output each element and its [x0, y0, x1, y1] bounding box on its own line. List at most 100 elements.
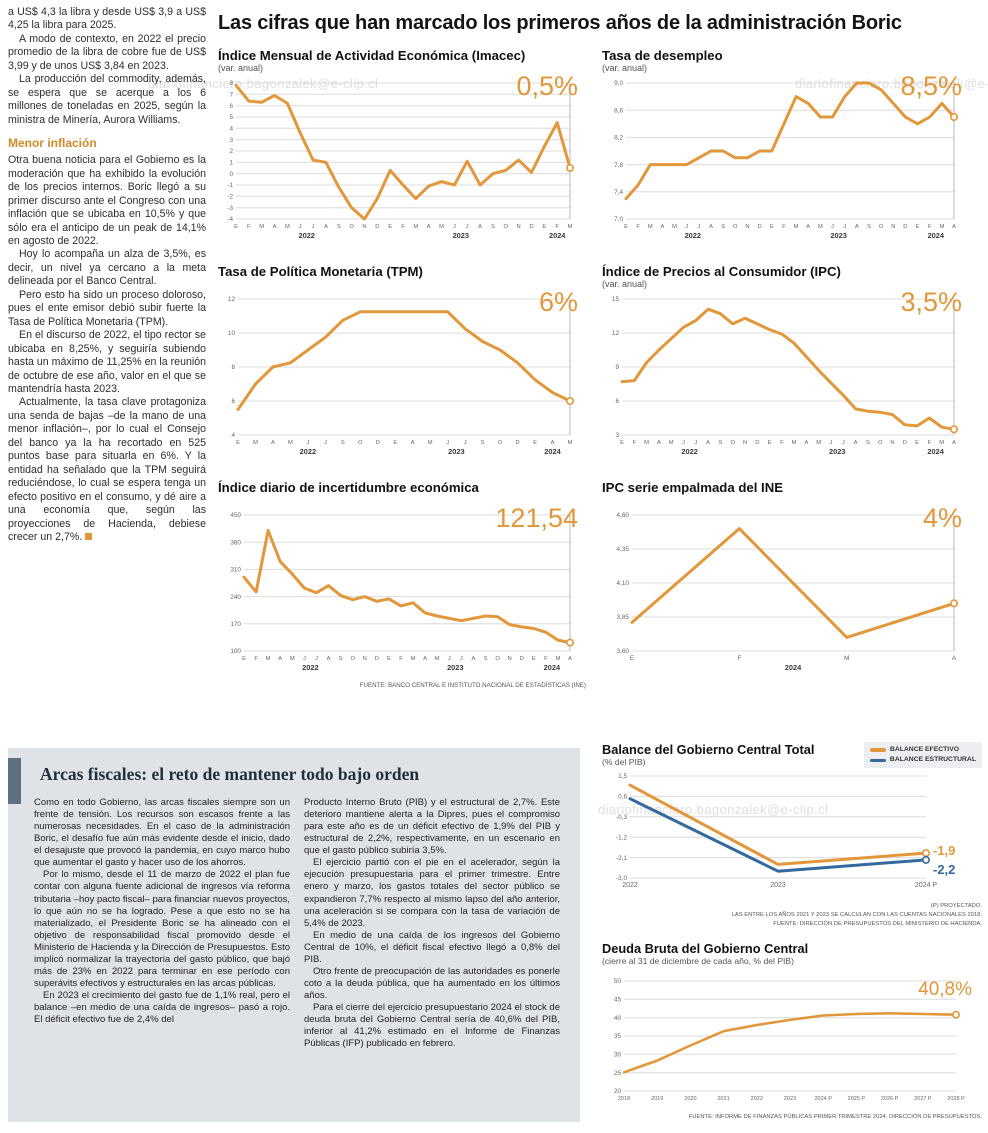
svg-text:20: 20: [614, 1088, 622, 1095]
svg-text:2022: 2022: [685, 231, 701, 240]
svg-text:M: M: [568, 224, 573, 230]
svg-text:F: F: [780, 440, 784, 446]
svg-text:M: M: [816, 440, 821, 446]
svg-text:N: N: [508, 656, 512, 662]
svg-text:F: F: [737, 655, 741, 662]
svg-text:J: J: [697, 224, 700, 230]
svg-text:4: 4: [229, 126, 233, 133]
svg-text:450: 450: [230, 512, 241, 519]
svg-text:M: M: [439, 224, 444, 230]
chart-balance: Balance del Gobierno Central Total (% de…: [602, 742, 982, 929]
svg-text:35: 35: [614, 1033, 622, 1040]
svg-text:F: F: [544, 656, 548, 662]
svg-text:2018: 2018: [618, 1096, 630, 1102]
svg-text:5: 5: [229, 114, 233, 121]
article-paragraph: A modo de contexto, en 2022 el precio pr…: [8, 32, 206, 72]
chart-title: Deuda Bruta del Gobierno Central: [602, 940, 809, 956]
legend-swatch-estructural: [869, 758, 886, 763]
svg-text:2022: 2022: [300, 447, 316, 456]
svg-text:J: J: [312, 224, 315, 230]
svg-text:J: J: [466, 224, 469, 230]
svg-text:A: A: [273, 224, 277, 230]
svg-text:0: 0: [229, 171, 233, 178]
svg-text:10: 10: [228, 330, 236, 337]
svg-text:2024: 2024: [544, 447, 561, 456]
svg-text:E: E: [624, 224, 628, 230]
svg-text:2022: 2022: [298, 231, 314, 240]
svg-text:D: D: [376, 440, 380, 446]
svg-text:2024: 2024: [549, 231, 566, 240]
svg-text:A: A: [278, 656, 282, 662]
chart-grid: Índice Mensual de Actividad Económica (I…: [218, 48, 980, 701]
chart-subtitle: (var. anual): [602, 279, 648, 289]
svg-text:A: A: [423, 656, 427, 662]
svg-text:O: O: [878, 440, 883, 446]
svg-text:O: O: [730, 440, 735, 446]
svg-text:170: 170: [230, 621, 241, 628]
svg-text:7,0: 7,0: [614, 216, 623, 223]
svg-text:A: A: [952, 440, 956, 446]
chart-notes: (P) PROYECTADO. LAS ENTRE LOS AÑOS 2021 …: [602, 902, 982, 929]
svg-text:2024: 2024: [928, 231, 945, 240]
svg-text:380: 380: [230, 539, 241, 546]
svg-text:D: D: [375, 224, 379, 230]
svg-text:E: E: [770, 224, 774, 230]
svg-text:8,2: 8,2: [614, 135, 623, 142]
chart-imacec: Índice Mensual de Actividad Económica (I…: [218, 48, 596, 252]
svg-text:-2,1: -2,1: [616, 855, 627, 862]
svg-text:S: S: [721, 224, 725, 230]
svg-text:M: M: [555, 656, 560, 662]
svg-text:J: J: [446, 440, 449, 446]
chart-incertidumbre: Índice diario de incertidumbre económica…: [218, 480, 596, 689]
svg-text:D: D: [903, 440, 907, 446]
svg-text:1: 1: [229, 160, 233, 167]
svg-text:-2: -2: [227, 194, 233, 201]
svg-text:F: F: [555, 224, 559, 230]
chart-title: Índice Mensual de Actividad Económica (I…: [218, 48, 526, 63]
svg-text:M: M: [290, 656, 295, 662]
svg-text:J: J: [694, 440, 697, 446]
chart-note: LAS ENTRE LOS AÑOS 2021 Y 2023 SE CALCUL…: [731, 911, 982, 918]
svg-text:D: D: [516, 440, 520, 446]
svg-text:3,60: 3,60: [617, 648, 630, 655]
svg-text:3: 3: [615, 432, 619, 439]
svg-text:M: M: [428, 440, 433, 446]
svg-text:8: 8: [229, 80, 233, 87]
latest-value-label: 8,5%: [900, 71, 962, 101]
svg-text:-1,2: -1,2: [616, 834, 627, 841]
svg-text:J: J: [464, 440, 467, 446]
svg-text:O: O: [504, 224, 509, 230]
fiscal-paragraph: En 2023 el crecimiento del gasto fue de …: [34, 990, 290, 1026]
chart-ipc-empalmada: IPC serie empalmada del INE 4% 4,60 4,35 4…: [602, 480, 980, 689]
svg-text:N: N: [745, 224, 749, 230]
fiscal-paragraph: Producto Interno Bruto (PIB) y el estruc…: [304, 797, 560, 857]
svg-text:-1: -1: [227, 182, 233, 189]
svg-text:F: F: [633, 440, 637, 446]
legend: BALANCE EFECTIVO BALANCE ESTRUCTURAL: [863, 742, 982, 769]
svg-text:J: J: [831, 224, 834, 230]
page-title: Las cifras que han marcado los primeros …: [218, 12, 902, 34]
svg-text:S: S: [866, 440, 870, 446]
svg-text:A: A: [327, 656, 331, 662]
svg-text:O: O: [498, 440, 503, 446]
svg-text:E: E: [242, 656, 246, 662]
svg-text:M: M: [794, 224, 799, 230]
svg-text:M: M: [435, 656, 440, 662]
svg-text:F: F: [399, 656, 403, 662]
svg-text:M: M: [648, 224, 653, 230]
svg-text:40: 40: [614, 1015, 622, 1022]
chart-subtitle: (cierre al 31 de diciembre de cada año, …: [602, 955, 795, 966]
svg-text:J: J: [299, 224, 302, 230]
svg-text:O: O: [495, 656, 500, 662]
svg-text:S: S: [339, 656, 343, 662]
fiscal-paragraph: En medio de una caída de los ingresos de…: [304, 929, 560, 965]
svg-text:2023: 2023: [447, 663, 463, 672]
svg-text:2027 P: 2027 P: [914, 1096, 932, 1102]
svg-text:M: M: [266, 656, 271, 662]
svg-text:M: M: [259, 224, 264, 230]
article-paragraph: a US$ 4,3 la libra y desde US$ 3,9 a US$…: [8, 6, 206, 32]
